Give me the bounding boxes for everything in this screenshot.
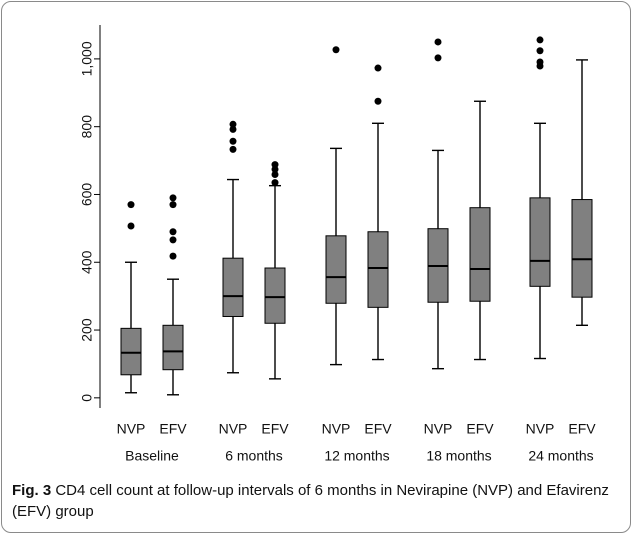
- outlier: [271, 170, 279, 178]
- outlier: [536, 36, 544, 44]
- y-tick-label: 600: [79, 183, 95, 207]
- y-tick-label: 800: [79, 115, 95, 139]
- box: [120, 327, 142, 376]
- outlier: [127, 201, 135, 209]
- caption-label: Fig. 3: [12, 482, 52, 499]
- outlier: [169, 252, 177, 260]
- box: [367, 231, 389, 308]
- outlier: [169, 201, 177, 209]
- outlier: [229, 137, 237, 145]
- outlier: [434, 54, 442, 62]
- box: [529, 197, 551, 287]
- x-group-label: 24 months: [528, 448, 593, 464]
- y-tick-label: 400: [79, 250, 95, 274]
- y-tick-label: 0: [79, 394, 95, 402]
- x-series-label: NVP: [219, 421, 248, 437]
- x-series-label: NVP: [322, 421, 351, 437]
- outlier: [374, 97, 382, 105]
- box: [222, 257, 244, 317]
- outlier: [169, 228, 177, 236]
- caption-text: CD4 cell count at follow-up intervals of…: [12, 482, 609, 520]
- outlier: [332, 46, 340, 54]
- box: [325, 235, 347, 304]
- box: [469, 207, 491, 302]
- x-series-label: NVP: [424, 421, 453, 437]
- outlier: [271, 161, 279, 169]
- outlier: [229, 145, 237, 153]
- x-series-label: EFV: [261, 421, 289, 437]
- x-series-label: NVP: [117, 421, 146, 437]
- outlier: [434, 38, 442, 46]
- box: [571, 199, 593, 298]
- x-series-label: NVP: [526, 421, 555, 437]
- x-series-label: EFV: [159, 421, 187, 437]
- outlier: [536, 47, 544, 55]
- x-group-label: Baseline: [125, 448, 179, 464]
- y-tick-label: 1,000: [79, 41, 95, 76]
- caption: Fig. 3 CD4 cell count at follow-up inter…: [12, 480, 612, 522]
- box: [162, 324, 184, 371]
- outlier: [169, 194, 177, 202]
- y-tick-label: 200: [79, 318, 95, 342]
- outlier: [536, 58, 544, 66]
- outlier: [127, 222, 135, 230]
- outlier: [169, 236, 177, 244]
- outlier: [374, 64, 382, 72]
- outlier: [229, 125, 237, 133]
- box: [264, 267, 286, 324]
- chart: 0 200 400 600 800 1,000 Baseline NVP EFV 6 months…: [79, 25, 596, 464]
- x-group-label: 6 months: [225, 448, 283, 464]
- x-series-label: EFV: [466, 421, 494, 437]
- outlier: [229, 120, 237, 128]
- x-group-label: 18 months: [426, 448, 491, 464]
- outlier: [271, 179, 279, 187]
- x-group-label: 12 months: [324, 448, 389, 464]
- x-series-label: EFV: [568, 421, 596, 437]
- x-series-label: EFV: [364, 421, 392, 437]
